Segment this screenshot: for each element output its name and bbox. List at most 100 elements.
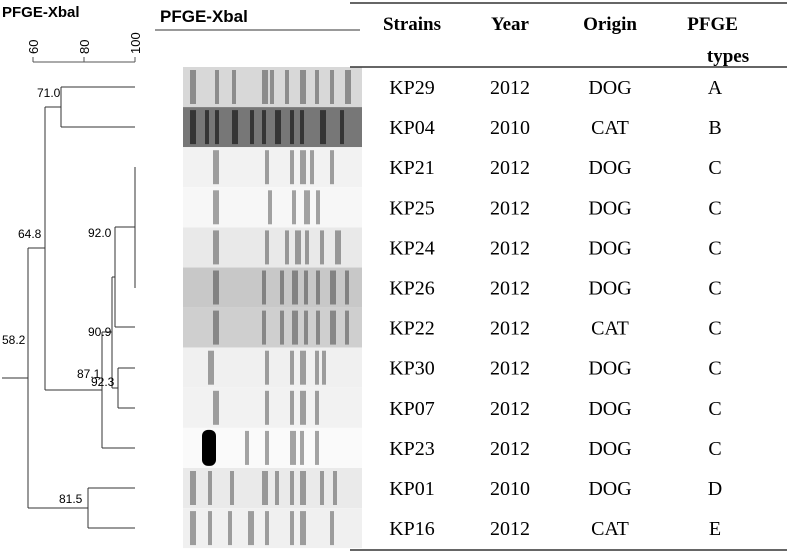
gel-band [290,430,296,465]
gel-band [300,471,306,505]
gel-band [275,110,281,145]
gel-band [330,70,334,104]
table-cell: 2012 [490,518,530,540]
node-label: 92.0 [88,226,112,240]
gel-band [300,390,306,425]
gel-band [320,110,326,145]
gel-band [340,110,344,145]
gel-band [190,471,196,505]
gel-band [316,310,320,345]
gel-band [213,150,219,185]
gel-band [300,150,306,185]
node-label: 92.3 [91,375,115,389]
table-cell: 2010 [490,117,530,139]
gel-lane [183,107,362,148]
gel-band [213,270,219,305]
table-cell: C [708,237,721,259]
gel-band [292,310,298,345]
gel-title: PFGE-Xbal [160,7,248,26]
node-label: 58.2 [2,333,26,347]
gel-band [292,270,298,305]
gel-band [320,230,324,265]
table-cell: DOG [588,237,631,259]
gel-band [190,110,196,145]
gel-band [330,270,336,305]
gel-band [230,471,234,505]
table-cell: E [709,518,721,540]
gel-band [316,270,320,305]
header-line: types [707,46,749,67]
table-cell: DOG [588,438,631,460]
gel-band [330,150,334,185]
node-label: 90.9 [88,325,112,339]
gel-band [262,310,266,345]
column-header: Year [491,14,530,35]
gel-lane [183,347,362,388]
gel-lane [183,147,362,188]
table-cell: C [708,197,721,219]
scale-tick-label: 80 [77,40,92,54]
gel-band [335,230,341,265]
gel-band [268,190,272,225]
gel-band [205,110,209,145]
gel-band [190,511,196,546]
table-cell: KP23 [389,438,435,460]
gel-band [190,70,196,104]
gel-band [265,350,269,385]
table-cell: C [708,438,721,460]
gel-band [250,110,254,145]
table-cell: 2010 [490,478,530,500]
table-cell: DOG [588,398,631,420]
table-cell: DOG [588,197,631,219]
column-header: Strains [383,14,441,35]
column-header: PFGE types [687,14,749,67]
gel-band [215,110,219,145]
gel-band [315,350,319,385]
gel-band [300,350,306,385]
gel-lane [183,508,362,549]
scale-tick-label: 60 [26,40,41,54]
gel-band [304,310,308,345]
table-cell: KP21 [389,157,435,179]
gel-band [245,430,249,465]
gel-band [270,70,274,104]
gel-lane [183,307,362,348]
table-cell: DOG [588,77,631,99]
gel-band [265,230,269,265]
gel-band [320,471,324,505]
node-label: 64.8 [18,227,42,241]
table-cell: KP16 [389,518,435,540]
gel-band [290,511,294,546]
gel-band [316,190,320,225]
gel-lane [183,67,362,107]
gel-band [315,70,319,104]
gel-band [213,390,219,425]
table-cell: C [708,157,721,179]
node-label: 81.5 [59,492,83,506]
gel-band [292,190,296,225]
table-cell: KP24 [389,237,435,259]
gel-image [183,67,362,549]
node-label: 71.0 [37,86,61,100]
gel-band [330,511,334,546]
gel-band [208,511,212,546]
table-cell: 2012 [490,197,530,219]
table-cell: KP04 [389,117,435,139]
gel-band [300,110,304,145]
gel-band [265,150,269,185]
table-cell: 2012 [490,438,530,460]
gel-band [265,430,269,465]
gel-band [300,511,306,546]
gel-band [304,190,310,225]
table-cell: C [708,358,721,380]
column-header: Origin [583,14,637,35]
table-cell: CAT [591,117,629,139]
node-label: 87.1 [77,367,101,381]
gel-band [285,230,289,265]
gel-band [213,310,219,345]
gel-band [208,350,214,385]
table-cell: DOG [588,278,631,300]
gel-band [262,110,266,145]
table-cell: DOG [588,157,631,179]
